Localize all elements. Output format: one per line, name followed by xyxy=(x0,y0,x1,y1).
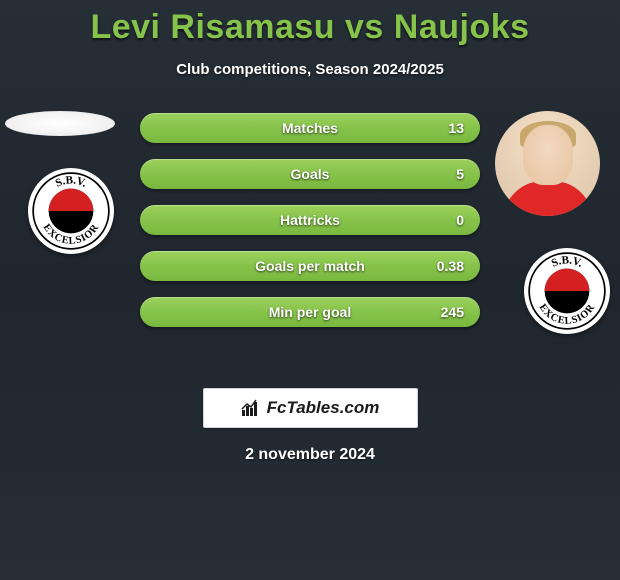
page-title: Levi Risamasu vs Naujoks xyxy=(0,0,620,47)
stat-value: 245 xyxy=(441,304,464,320)
page-subtitle: Club competitions, Season 2024/2025 xyxy=(0,61,620,78)
stat-value: 0 xyxy=(456,212,464,228)
bar-chart-icon xyxy=(241,398,261,418)
stat-value: 13 xyxy=(448,120,464,136)
stat-label: Goals per match xyxy=(255,258,365,274)
stat-bar: Goals per match 0.38 xyxy=(140,251,480,281)
stat-bar: Goals 5 xyxy=(140,159,480,189)
player-left-club-badge: S.B.V. EXCELSIOR xyxy=(28,168,114,254)
stat-bars: Matches 13 Goals 5 Hattricks 0 Goals per… xyxy=(140,113,480,343)
brand-box: FcTables.com xyxy=(203,388,418,428)
stat-bar: Min per goal 245 xyxy=(140,297,480,327)
excelsior-badge-icon: S.B.V. EXCELSIOR xyxy=(524,248,610,334)
stat-label: Goals xyxy=(291,166,330,182)
comparison-panel: S.B.V. EXCELSIOR S.B.V. EXCELSIOR xyxy=(0,108,620,378)
stat-label: Min per goal xyxy=(269,304,351,320)
excelsior-badge-icon: S.B.V. EXCELSIOR xyxy=(28,168,114,254)
player-right-avatar xyxy=(495,111,600,216)
stat-value: 5 xyxy=(456,166,464,182)
stat-value: 0.38 xyxy=(437,258,464,274)
stat-bar: Matches 13 xyxy=(140,113,480,143)
stat-label: Matches xyxy=(282,120,338,136)
player-left-avatar xyxy=(5,111,115,136)
brand-text: FcTables.com xyxy=(267,398,380,418)
comparison-date: 2 november 2024 xyxy=(0,446,620,464)
player-right-club-badge: S.B.V. EXCELSIOR xyxy=(524,248,610,334)
stat-bar: Hattricks 0 xyxy=(140,205,480,235)
stat-label: Hattricks xyxy=(280,212,340,228)
